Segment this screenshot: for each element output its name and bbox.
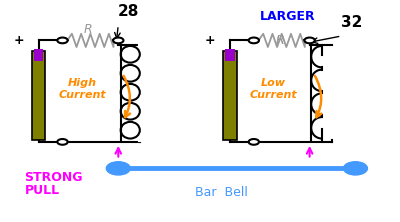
Circle shape [57,38,68,43]
Text: High
Current: High Current [58,78,106,100]
Circle shape [344,162,368,175]
Bar [32,52,45,140]
Ellipse shape [121,103,140,120]
Text: R: R [276,34,284,47]
Text: LARGER: LARGER [260,10,316,23]
Ellipse shape [121,46,140,63]
Text: 32: 32 [341,15,362,30]
Circle shape [249,38,259,43]
Circle shape [57,139,68,145]
Text: R: R [84,23,93,36]
Circle shape [304,38,315,43]
Text: R: R [276,34,284,47]
Circle shape [249,139,259,145]
Text: STRONG: STRONG [25,171,83,184]
Bar [34,49,43,61]
Bar [223,52,237,140]
Text: +: + [205,34,215,47]
Circle shape [106,162,130,175]
Ellipse shape [121,122,140,139]
Ellipse shape [121,84,140,101]
Circle shape [113,38,124,43]
Text: +: + [13,34,24,47]
Bar [225,49,235,61]
Text: Low
Current: Low Current [250,78,298,100]
Text: PULL: PULL [25,184,60,197]
Text: Bar  Bell: Bar Bell [196,186,248,199]
Text: 28: 28 [118,4,139,19]
Ellipse shape [121,65,140,82]
